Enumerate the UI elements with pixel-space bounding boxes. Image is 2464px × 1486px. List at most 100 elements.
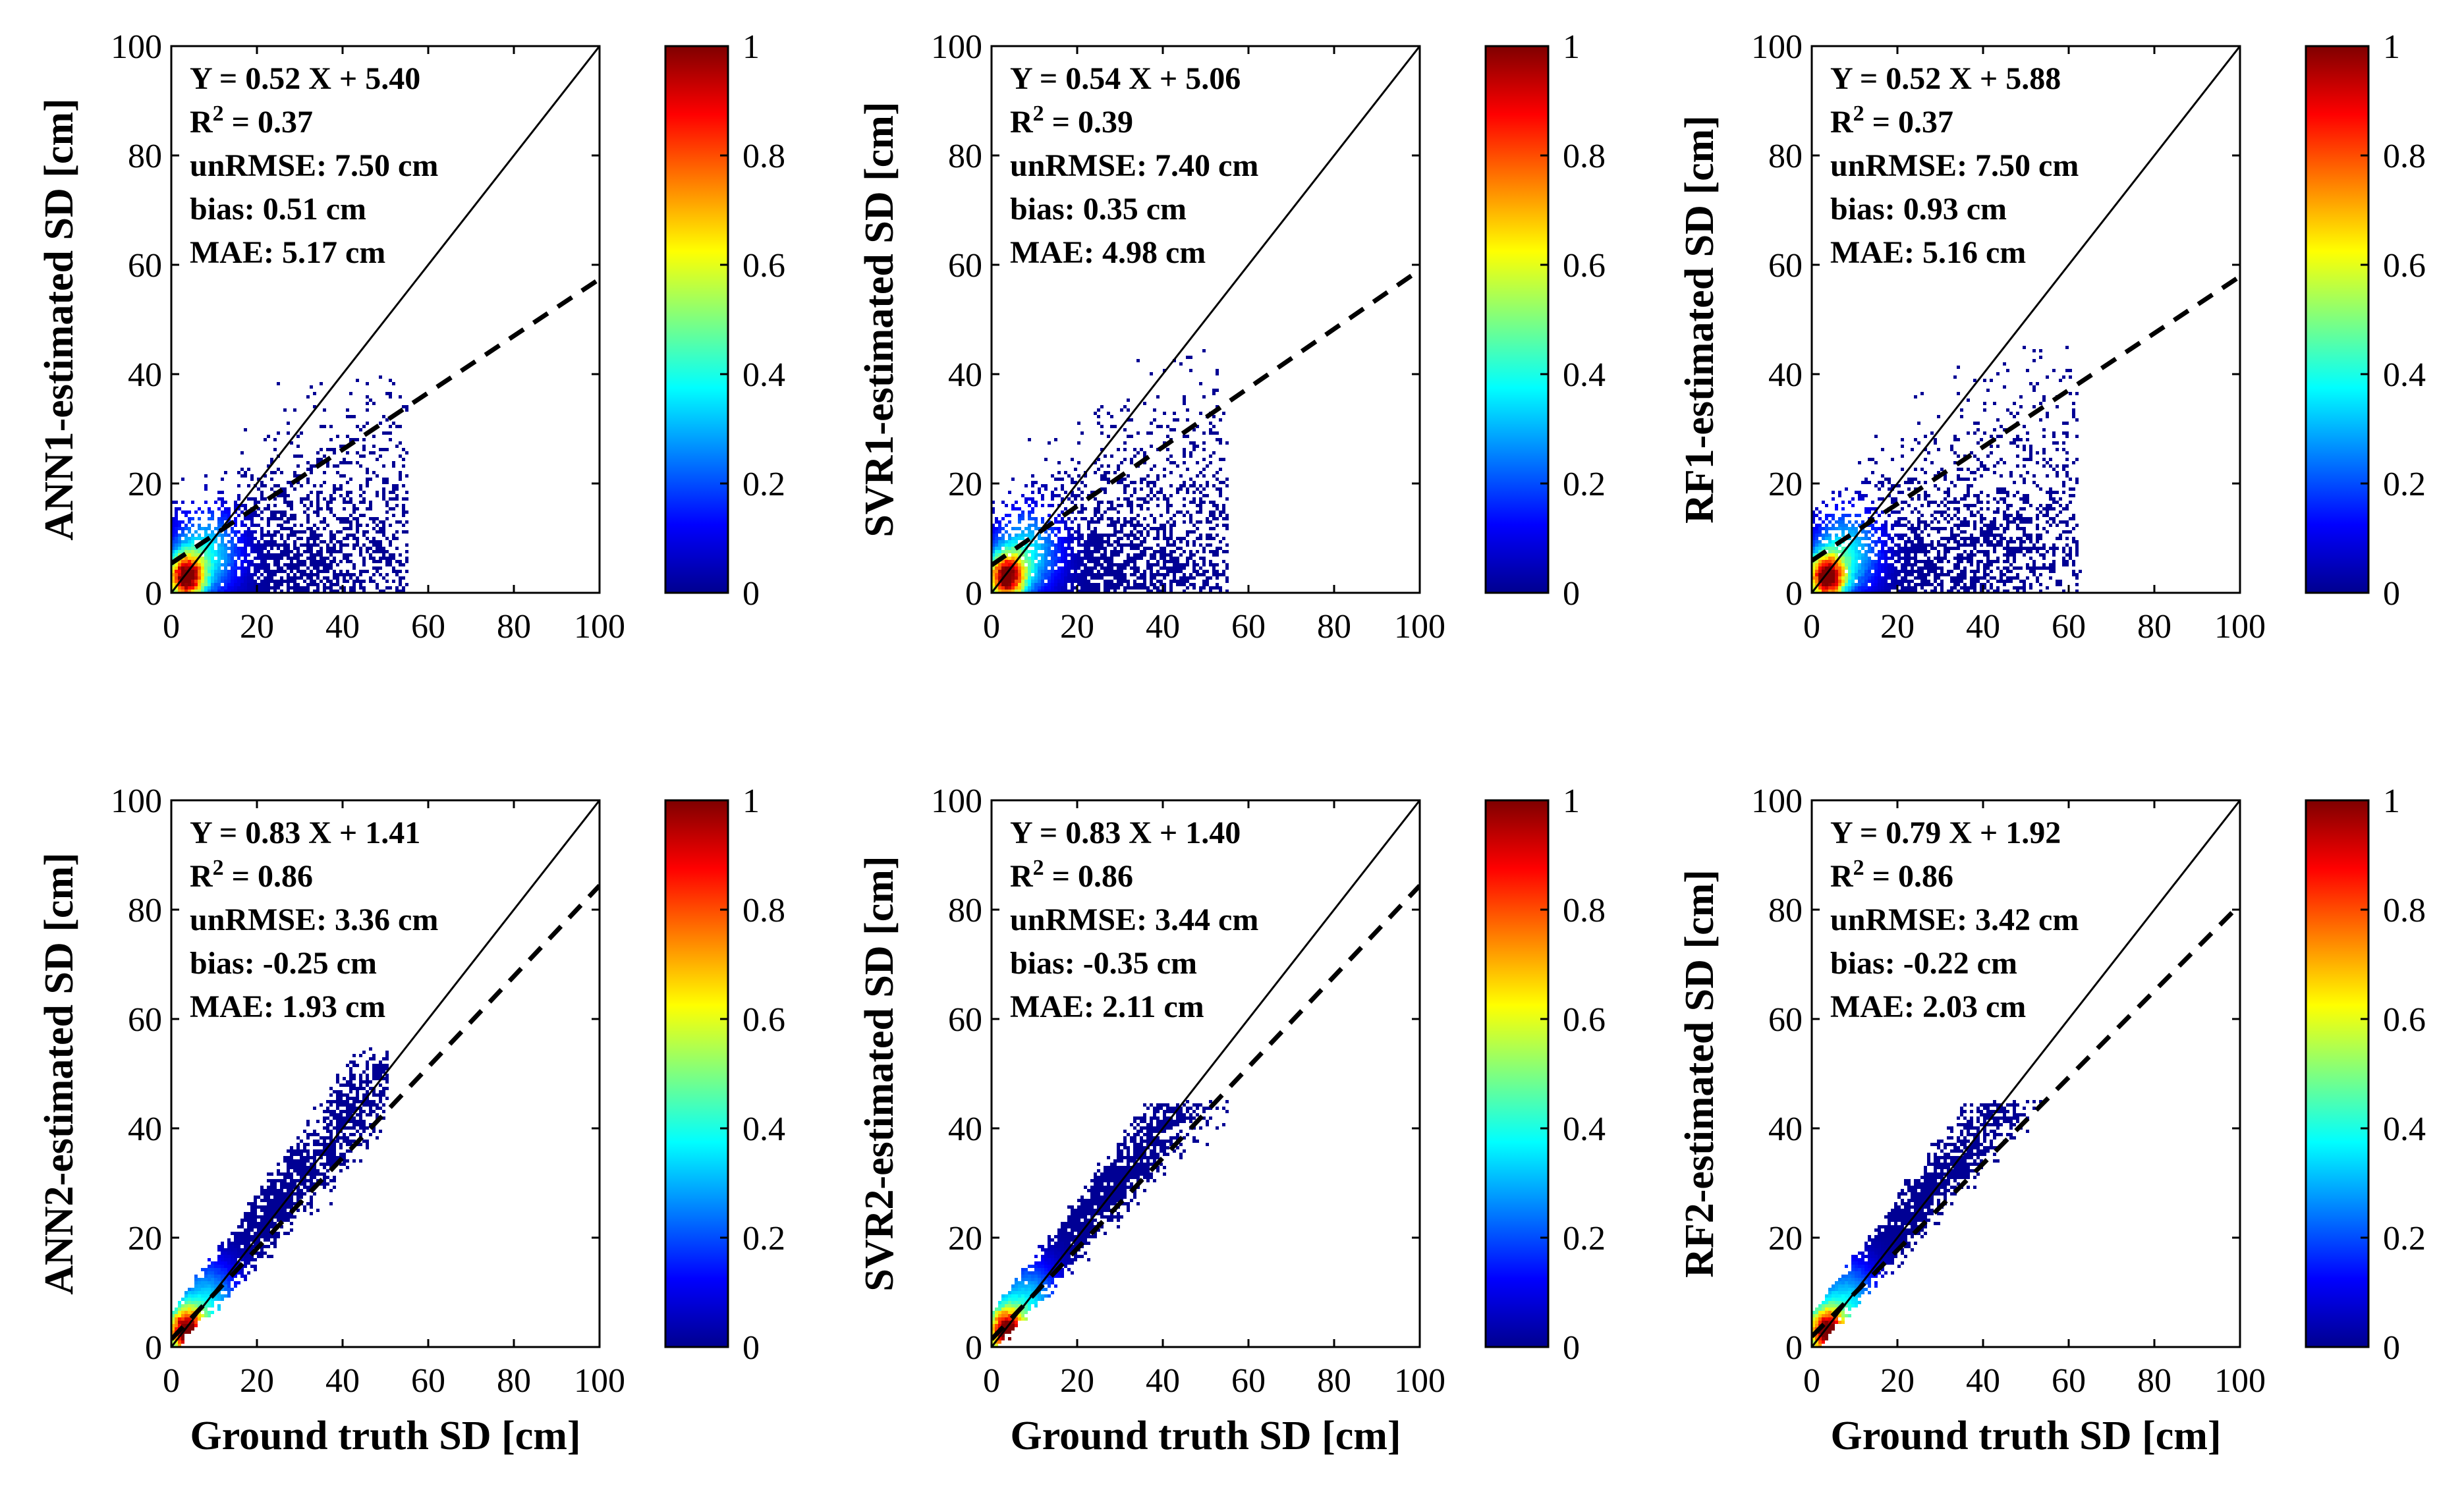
- density-point: [250, 563, 254, 566]
- density-point: [227, 560, 231, 563]
- density-point: [1143, 576, 1146, 580]
- density-point: [1008, 491, 1011, 494]
- density-point: [217, 524, 221, 527]
- density-point: [333, 451, 336, 454]
- density-point: [1024, 497, 1028, 501]
- density-point: [1189, 530, 1192, 534]
- density-point: [379, 566, 382, 570]
- density-point: [399, 583, 402, 586]
- density-point: [1031, 560, 1034, 563]
- density-point: [184, 580, 188, 583]
- density-point: [303, 586, 306, 590]
- density-point: [352, 415, 356, 418]
- density-point: [310, 385, 313, 389]
- density-point: [405, 530, 408, 534]
- density-point: [188, 570, 191, 573]
- density-point: [1104, 474, 1107, 478]
- density-point: [303, 550, 306, 553]
- density-point: [171, 517, 175, 520]
- density-point: [217, 534, 221, 537]
- density-point: [273, 540, 277, 543]
- density-point: [329, 425, 333, 428]
- density-point: [1104, 547, 1107, 550]
- density-point: [267, 517, 270, 520]
- density-point: [310, 583, 313, 586]
- density-point: [389, 425, 392, 428]
- density-point: [201, 537, 204, 540]
- density-point: [184, 560, 188, 563]
- density-point: [257, 507, 260, 510]
- density-point: [293, 514, 296, 517]
- density-point: [296, 530, 300, 534]
- density-point: [184, 557, 188, 560]
- density-point: [362, 448, 366, 451]
- density-point: [1146, 501, 1150, 504]
- density-point: [181, 540, 184, 543]
- density-point: [247, 580, 250, 583]
- density-point: [184, 590, 188, 593]
- density-point: [191, 590, 194, 593]
- density-point: [1071, 478, 1074, 481]
- density-point: [1173, 570, 1176, 573]
- density-point: [211, 590, 214, 593]
- density-point: [1212, 570, 1216, 573]
- density-point: [405, 550, 408, 553]
- density-point: [254, 590, 257, 593]
- density-point: [1133, 491, 1136, 494]
- density-point: [352, 510, 356, 514]
- density-point: [231, 537, 234, 540]
- density-point: [399, 553, 402, 557]
- density-point: [389, 553, 392, 557]
- density-point: [346, 553, 349, 557]
- density-point: [231, 553, 234, 557]
- density-point: [181, 534, 184, 537]
- density-point: [217, 566, 221, 570]
- density-point: [313, 560, 316, 563]
- density-point: [323, 425, 326, 428]
- density-point: [395, 520, 399, 524]
- density-point: [300, 537, 303, 540]
- density-point: [221, 573, 224, 576]
- density-point: [277, 468, 280, 471]
- density-point: [1067, 517, 1071, 520]
- density-point: [221, 497, 224, 501]
- density-point: [270, 547, 273, 550]
- density-point: [392, 382, 395, 385]
- density-point: [1216, 583, 1219, 586]
- density-point: [349, 392, 352, 395]
- density-point: [366, 547, 369, 550]
- density-point: [244, 576, 247, 580]
- density-point: [194, 576, 198, 580]
- density-point: [362, 543, 366, 547]
- density-point: [346, 570, 349, 573]
- density-point: [320, 425, 323, 428]
- density-point: [250, 590, 254, 593]
- density-point: [211, 553, 214, 557]
- density-point: [1104, 553, 1107, 557]
- density-point: [231, 530, 234, 534]
- density-point: [326, 576, 329, 580]
- density-point: [343, 557, 346, 560]
- density-point: [250, 524, 254, 527]
- density-point: [352, 586, 356, 590]
- density-point: [296, 435, 300, 438]
- density-point: [283, 553, 287, 557]
- density-point: [329, 501, 333, 504]
- density-point: [1166, 573, 1169, 576]
- density-point: [379, 590, 382, 593]
- density-point: [237, 494, 240, 497]
- density-point: [250, 530, 254, 534]
- density-point: [1001, 527, 1005, 530]
- density-point: [352, 537, 356, 540]
- density-point: [171, 570, 175, 573]
- density-point: [260, 583, 264, 586]
- density-point: [171, 524, 175, 527]
- density-point: [1077, 576, 1080, 580]
- density-point: [277, 484, 280, 487]
- density-point: [339, 530, 343, 534]
- density-point: [244, 553, 247, 557]
- density-point: [283, 547, 287, 550]
- density-point: [402, 590, 405, 593]
- density-point: [175, 510, 178, 514]
- density-point: [1061, 557, 1064, 560]
